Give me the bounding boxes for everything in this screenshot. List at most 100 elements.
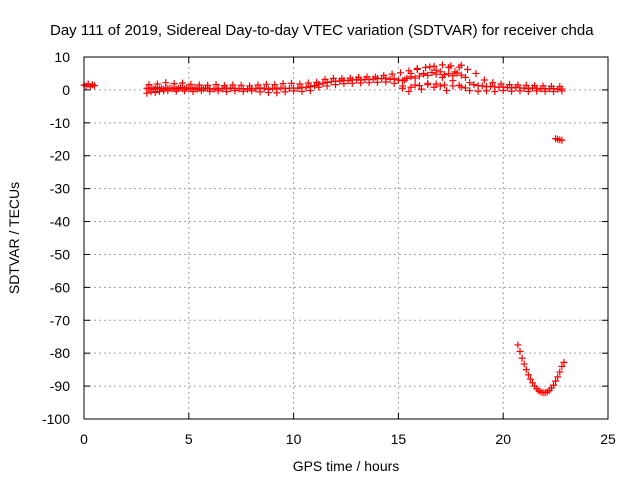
data-point bbox=[480, 76, 488, 84]
data-point bbox=[264, 89, 272, 97]
y-tick-label: -70 bbox=[50, 312, 70, 328]
data-point bbox=[382, 78, 390, 86]
data-point bbox=[466, 87, 474, 95]
data-point bbox=[560, 358, 568, 366]
data-point bbox=[229, 81, 237, 89]
data-point bbox=[464, 66, 472, 74]
data-point bbox=[279, 80, 287, 88]
y-tick-label: -80 bbox=[50, 345, 70, 361]
data-point bbox=[373, 78, 381, 86]
data-point bbox=[497, 80, 505, 88]
data-point bbox=[449, 77, 457, 85]
y-tick-label: -90 bbox=[50, 378, 70, 394]
y-tick-label: -100 bbox=[42, 411, 70, 427]
data-point bbox=[445, 70, 453, 78]
data-point bbox=[552, 377, 560, 385]
data-point bbox=[246, 82, 254, 90]
data-point bbox=[390, 79, 398, 87]
data-point bbox=[164, 87, 172, 95]
data-point bbox=[455, 81, 463, 89]
data-point bbox=[438, 73, 446, 81]
data-point bbox=[558, 362, 566, 370]
data-point bbox=[214, 87, 222, 95]
data-point bbox=[457, 61, 465, 69]
data-point bbox=[461, 73, 469, 81]
x-axis-label: GPS time / hours bbox=[293, 458, 400, 474]
data-point bbox=[290, 87, 298, 95]
data-point bbox=[365, 79, 373, 87]
data-point bbox=[451, 68, 459, 76]
y-tick-label: -50 bbox=[50, 246, 70, 262]
data-point bbox=[401, 76, 409, 84]
data-point bbox=[298, 88, 306, 96]
data-point bbox=[516, 348, 524, 356]
data-point bbox=[237, 81, 245, 89]
data-point bbox=[413, 65, 421, 73]
data-point bbox=[181, 87, 189, 95]
data-point bbox=[248, 87, 256, 95]
data-point bbox=[204, 81, 212, 89]
data-point bbox=[514, 81, 522, 89]
data-point bbox=[436, 82, 444, 90]
data-point bbox=[189, 88, 197, 96]
data-point bbox=[281, 88, 289, 96]
data-point bbox=[170, 80, 178, 88]
data-point bbox=[386, 75, 394, 83]
data-point bbox=[346, 74, 354, 82]
data-point bbox=[556, 368, 564, 376]
data-point bbox=[223, 88, 231, 96]
data-point bbox=[396, 69, 404, 77]
data-point bbox=[239, 87, 247, 95]
data-point bbox=[302, 84, 310, 92]
chart-title: Day 111 of 2019, Sidereal Day-to-day VTE… bbox=[50, 22, 594, 39]
data-point bbox=[394, 76, 402, 84]
data-point bbox=[531, 82, 539, 90]
data-point bbox=[524, 88, 532, 96]
data-point bbox=[220, 82, 228, 90]
data-point bbox=[187, 80, 195, 88]
data-point bbox=[273, 89, 281, 97]
data-point bbox=[415, 82, 423, 90]
data-point bbox=[271, 81, 279, 89]
data-point bbox=[162, 79, 170, 87]
data-point bbox=[422, 64, 430, 72]
data-point bbox=[407, 69, 415, 77]
data-point bbox=[432, 66, 440, 74]
tick-layer: 0 5 10 15 20 25 10 0 -10 -20 -30 -40 -50 -60 -70 -80 -90… bbox=[42, 49, 616, 447]
y-tick-label: -10 bbox=[50, 115, 70, 131]
y-tick-label: -20 bbox=[50, 148, 70, 164]
data-point bbox=[172, 87, 180, 95]
data-point bbox=[260, 85, 268, 93]
data-point bbox=[457, 71, 465, 79]
data-point bbox=[254, 81, 262, 89]
data-point bbox=[304, 79, 312, 87]
data-point bbox=[147, 88, 155, 96]
data-point bbox=[533, 87, 541, 95]
y-axis-label: SDTVAR / TECUs bbox=[6, 182, 22, 294]
data-point bbox=[348, 79, 356, 87]
data-point bbox=[151, 89, 159, 97]
grid-layer bbox=[84, 57, 608, 419]
data-point bbox=[499, 87, 507, 95]
data-point bbox=[90, 82, 98, 90]
x-tick-label: 0 bbox=[80, 431, 88, 447]
data-point bbox=[277, 84, 285, 92]
data-point bbox=[474, 87, 482, 95]
data-point bbox=[550, 381, 558, 389]
data-point bbox=[153, 80, 161, 88]
data-point bbox=[491, 88, 499, 96]
data-point bbox=[518, 354, 526, 362]
data-point bbox=[426, 63, 434, 71]
data-point bbox=[306, 87, 314, 95]
data-point bbox=[197, 87, 205, 95]
data-point bbox=[539, 82, 547, 90]
data-point bbox=[420, 70, 428, 78]
data-point bbox=[482, 87, 490, 95]
data-point bbox=[294, 84, 302, 92]
data-layer bbox=[80, 61, 568, 397]
data-point bbox=[269, 84, 277, 92]
data-point bbox=[179, 79, 187, 87]
data-point bbox=[516, 87, 524, 95]
data-point bbox=[478, 82, 486, 90]
data-point bbox=[332, 81, 340, 89]
